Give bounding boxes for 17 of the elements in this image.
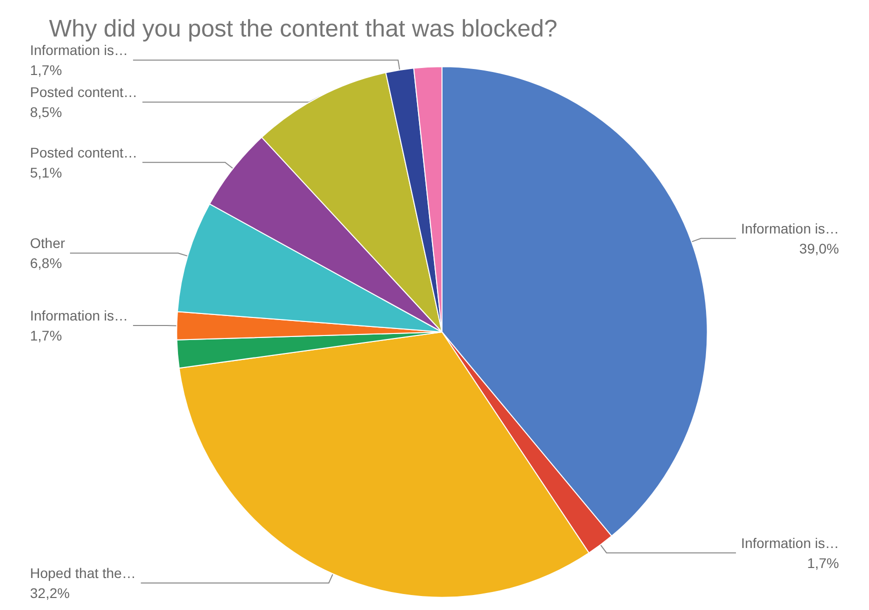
slice-label: Hoped that the… [30, 565, 136, 582]
data-label: 39,0% [799, 240, 839, 256]
data-label: 5,1% [30, 164, 62, 180]
data-label: 6,8% [30, 255, 62, 272]
data-label: 1,7% [807, 554, 839, 571]
slice-label: Posted content… [30, 84, 138, 100]
slice-label: Information is… [30, 42, 128, 58]
slice-label: Other [30, 235, 66, 252]
data-label: 1,7% [30, 328, 62, 344]
chart-title: Why did you post the content that was blocked? [49, 16, 558, 42]
data-label: 32,2% [30, 585, 70, 602]
slice-label: Information is… [740, 534, 839, 551]
slice-label: Posted content… [30, 144, 138, 160]
slice-label: Information is… [740, 220, 839, 236]
data-label: 8,5% [30, 104, 62, 120]
slice-label: Information is… [30, 308, 128, 324]
data-label: 1,7% [30, 62, 62, 78]
